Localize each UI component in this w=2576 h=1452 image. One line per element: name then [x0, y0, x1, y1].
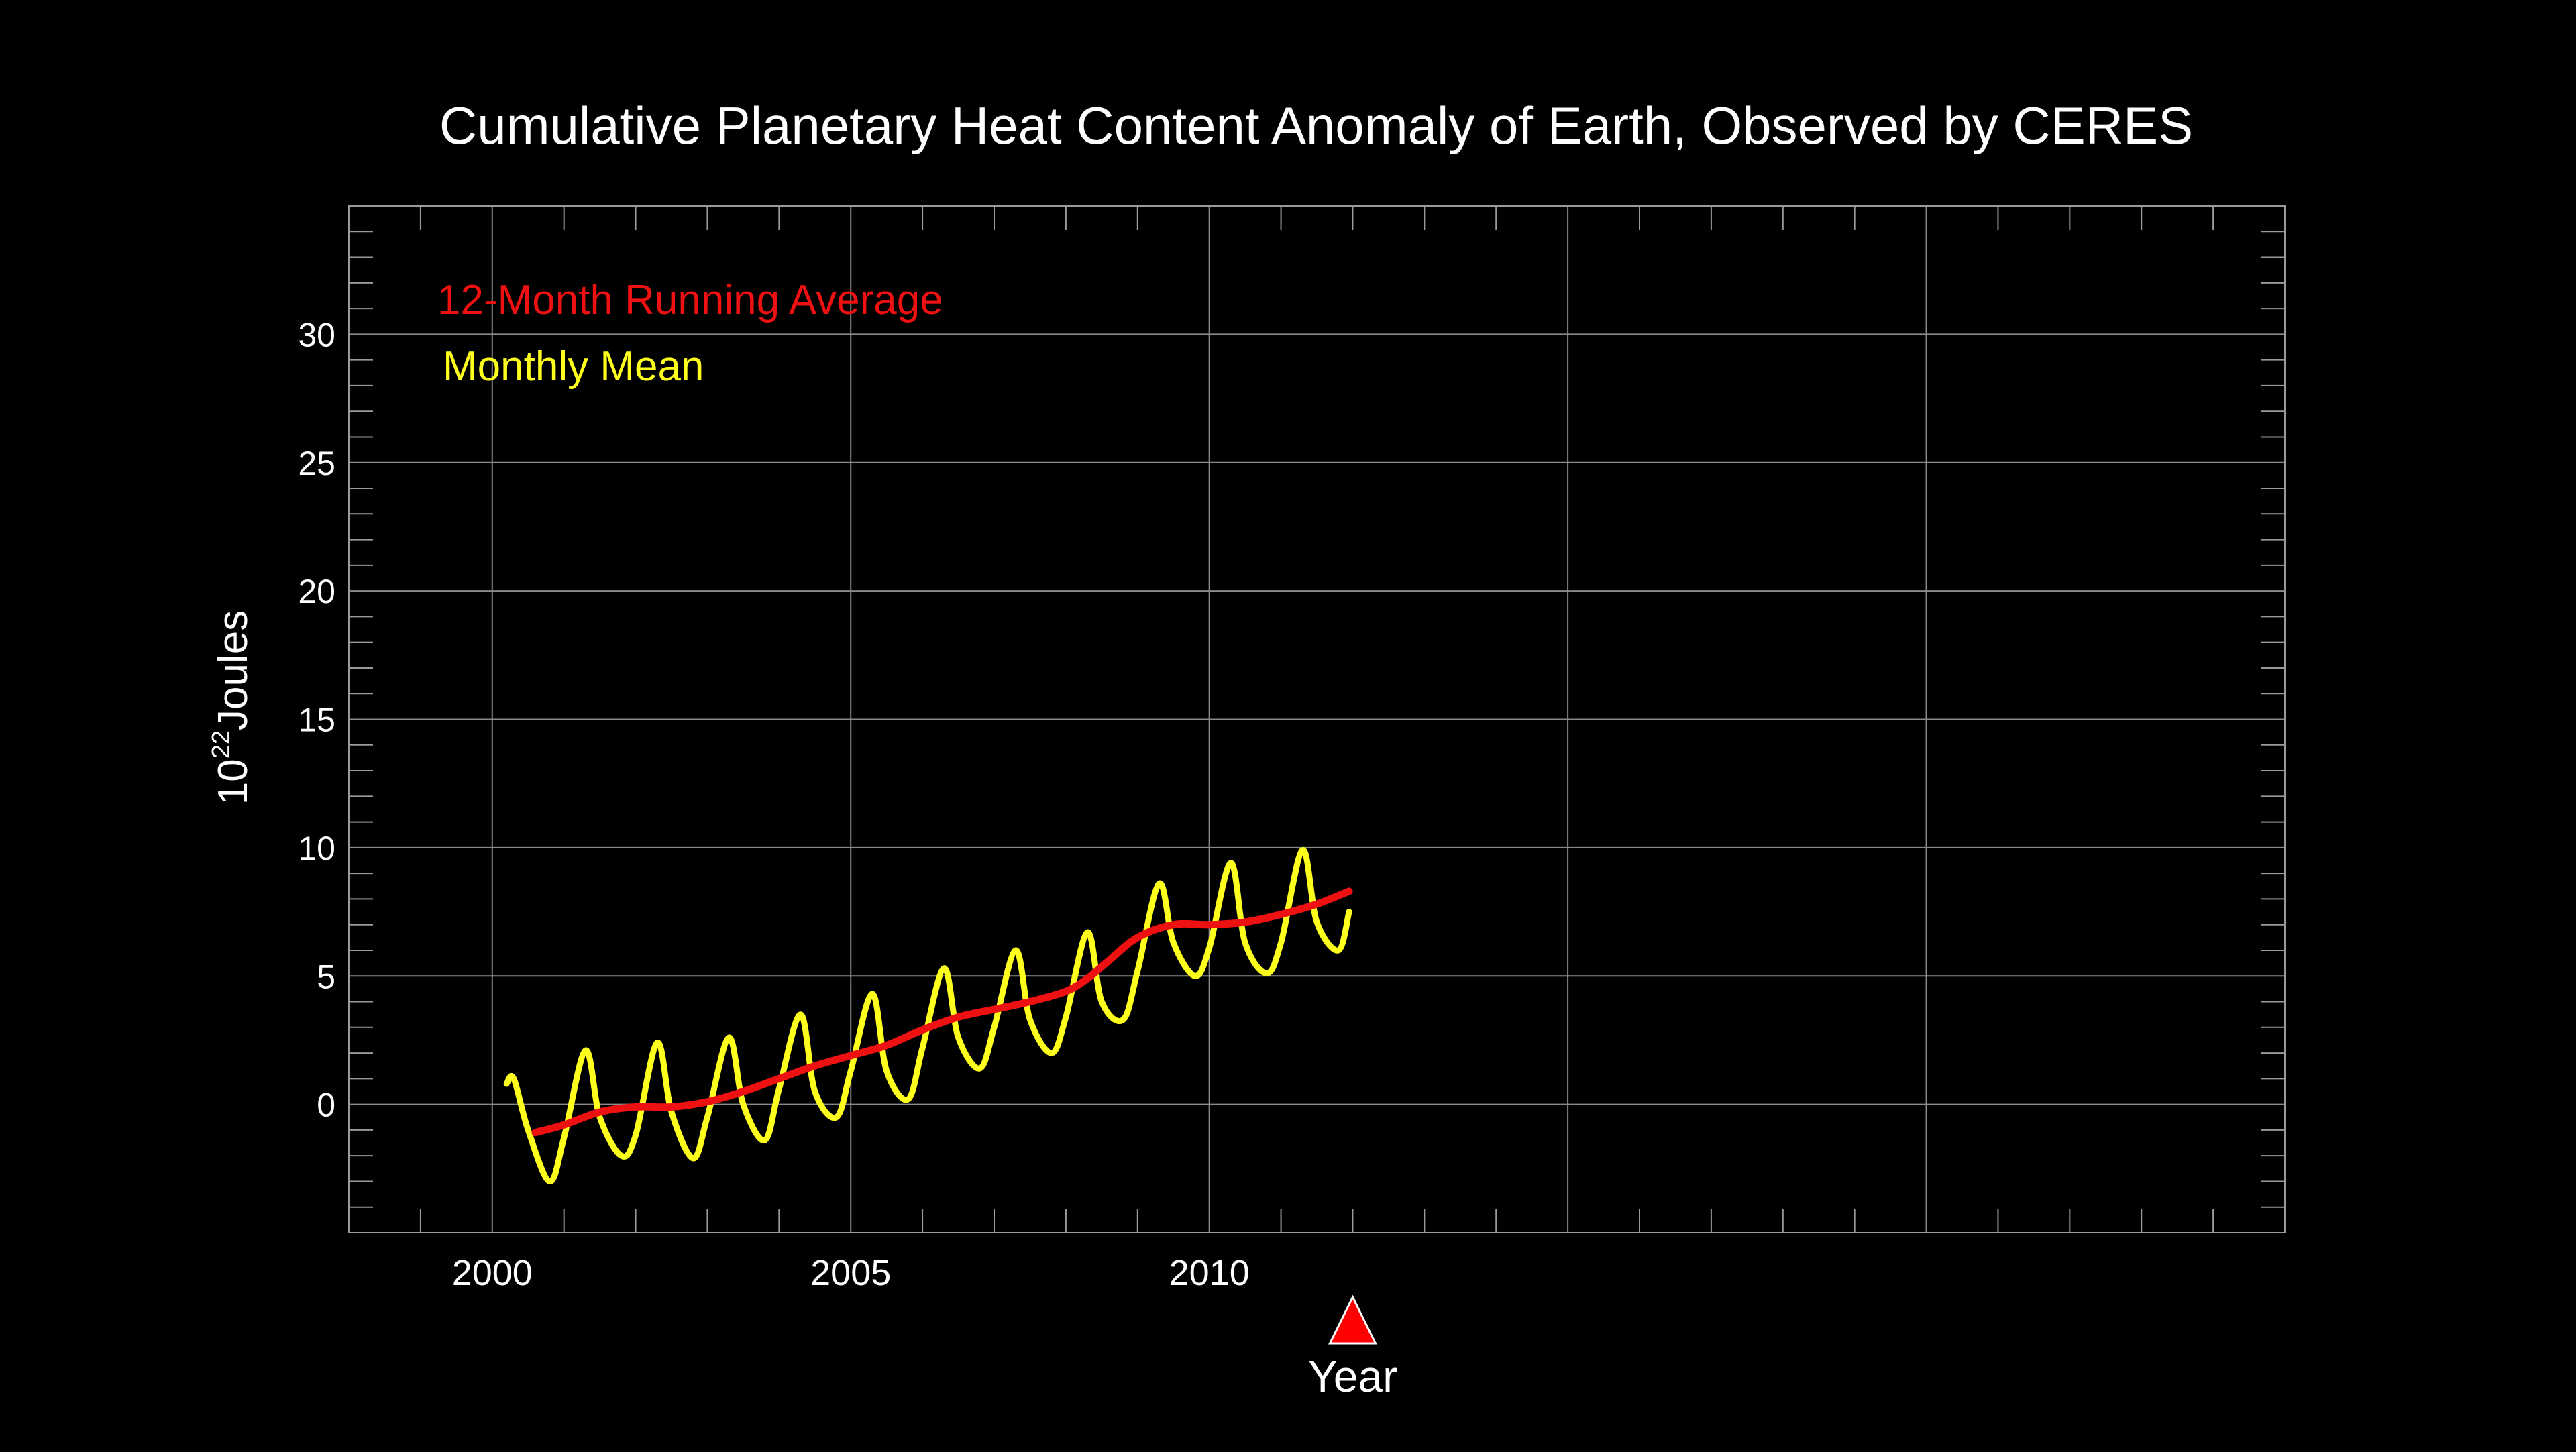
x-tick-label: 2005 — [810, 1253, 891, 1293]
y-tick-label: 30 — [298, 316, 335, 353]
y-tick-label: 25 — [298, 445, 335, 482]
y-tick-labels: 0 5 10 15 20 25 30 — [298, 316, 335, 1123]
y-axis-label-unit: Joules — [210, 610, 256, 730]
running-average-line — [531, 887, 1353, 1137]
y-axis-label-exponent: 22 — [207, 730, 235, 759]
y-tick-label: 0 — [317, 1086, 335, 1124]
y-tick-label: 10 — [298, 830, 335, 867]
axes-layer — [348, 205, 2286, 1233]
y-axis-label-base: 10 — [210, 759, 256, 805]
x-tick-label: 2010 — [1169, 1253, 1250, 1293]
series-layer — [503, 847, 1353, 1184]
x-tick-labels: 2000 2005 2010 — [452, 1253, 1250, 1293]
plot-frame — [348, 205, 2286, 1233]
legend-item-monthly-mean: Monthly Mean — [443, 343, 704, 390]
y-tick-label: 5 — [317, 958, 335, 995]
y-axis-label: 1022Joules — [207, 610, 256, 805]
legend-item-running-average: 12-Month Running Average — [437, 277, 943, 323]
current-year-marker-icon — [1328, 1294, 1377, 1345]
grid-layer — [349, 206, 2285, 1233]
x-axis-label: Year — [1308, 1351, 1397, 1401]
minor-tick-layer — [348, 206, 2285, 1233]
chart-title: Cumulative Planetary Heat Content Anomal… — [439, 96, 2193, 155]
y-tick-label: 15 — [298, 702, 335, 739]
x-tick-label: 2000 — [452, 1253, 533, 1293]
y-tick-label: 20 — [298, 573, 335, 610]
